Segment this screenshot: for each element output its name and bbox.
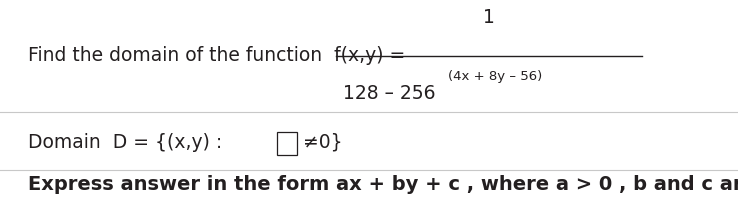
Text: Find the domain of the function  f(x,y) =: Find the domain of the function f(x,y) = (28, 46, 405, 65)
Text: (4x + 8y – 56): (4x + 8y – 56) (448, 70, 542, 83)
Text: 1: 1 (483, 8, 495, 27)
Text: Domain  D = {(x,y) :: Domain D = {(x,y) : (28, 133, 222, 152)
FancyBboxPatch shape (277, 132, 297, 155)
Text: ≠0}: ≠0} (303, 133, 343, 152)
Text: 128 – 256: 128 – 256 (343, 84, 435, 103)
Text: Express answer in the form ax + by + c , where a > 0 , b and c are integers.: Express answer in the form ax + by + c ,… (28, 175, 738, 194)
